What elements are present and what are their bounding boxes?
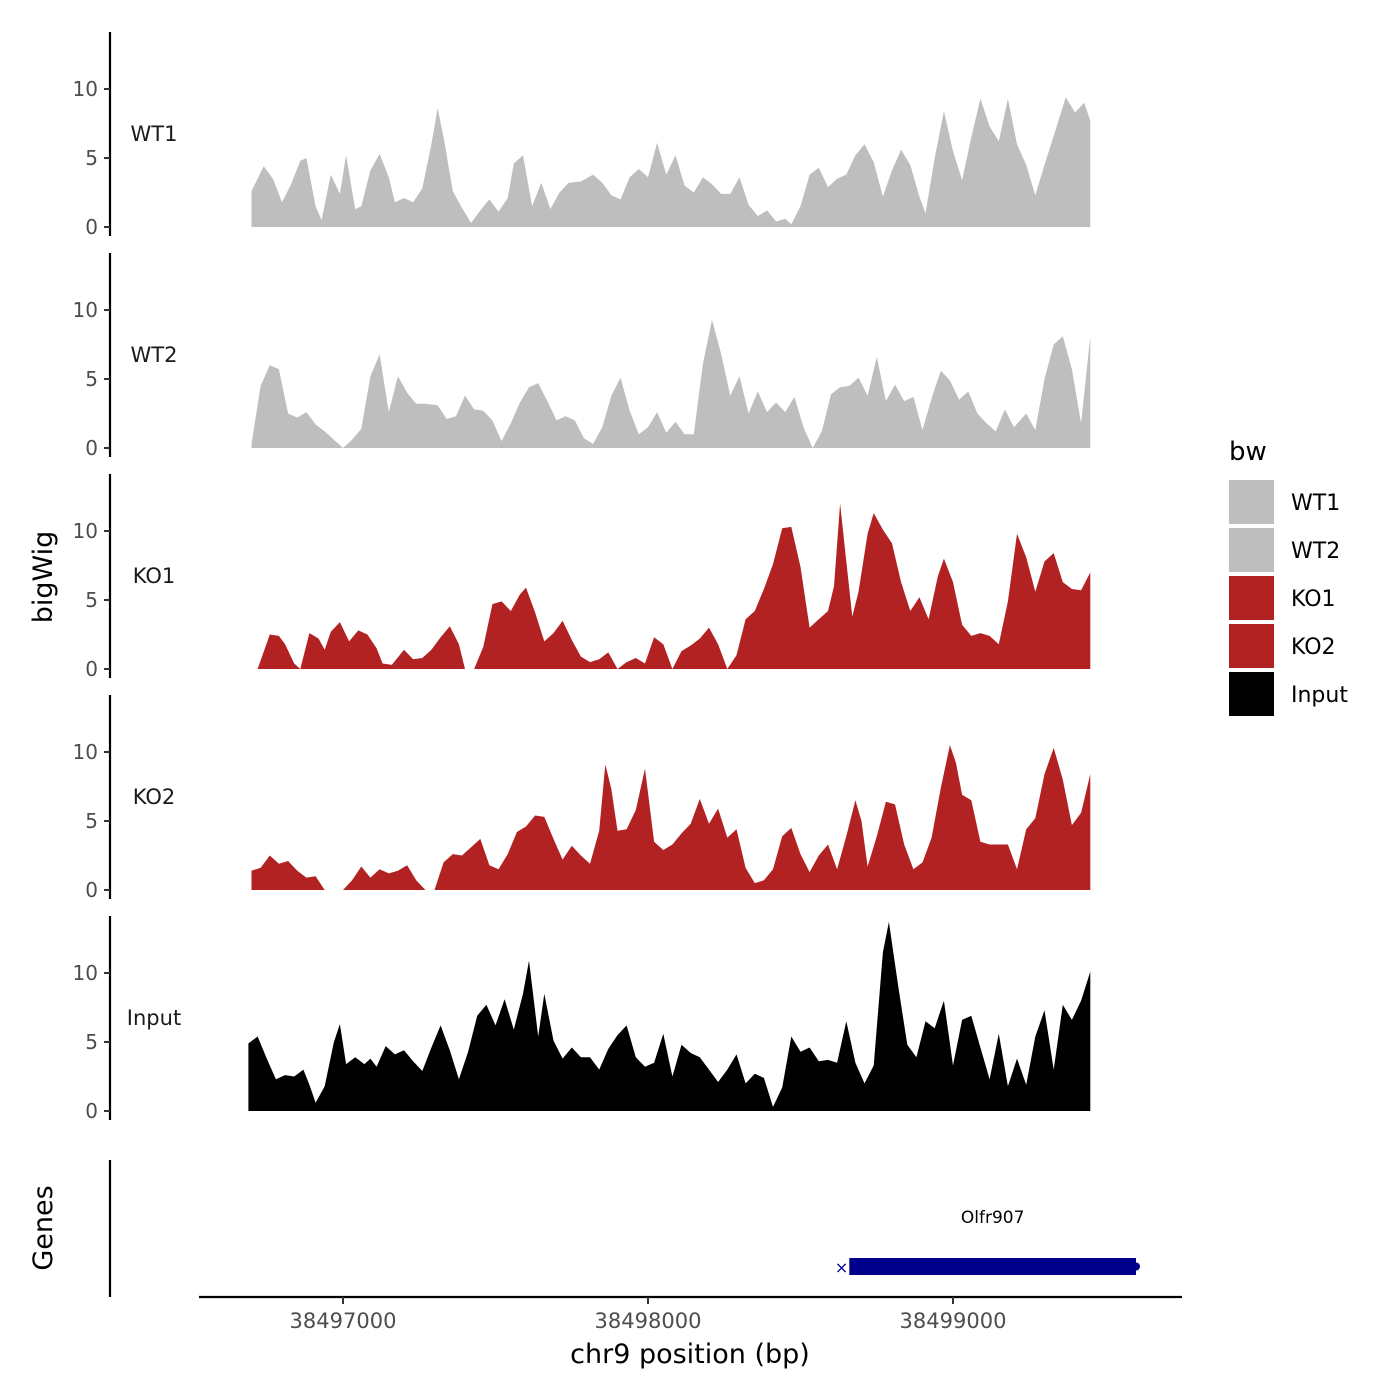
y-tick-label: 5 <box>85 367 98 391</box>
x-axis: 38497000 38498000 38499000 <box>199 1295 1182 1333</box>
legend-label-input: Input <box>1291 683 1348 708</box>
legend-label-wt2: WT2 <box>1291 539 1340 564</box>
gene-strand-marker: × <box>835 1258 848 1277</box>
y-tick-label: 5 <box>85 809 98 833</box>
area-ko1 <box>257 503 1091 669</box>
track-label: WT1 <box>131 122 178 146</box>
y-tick-label: 5 <box>85 588 98 612</box>
genes-panel: × Olfr907 <box>108 1160 1140 1297</box>
y-axis-title: bigWig <box>28 531 59 624</box>
genes-axis-title: Genes <box>28 1185 59 1270</box>
track-input: 0 5 10 Input <box>73 916 1091 1123</box>
area-input <box>248 921 1091 1111</box>
area-ko2 <box>251 745 1091 890</box>
track-label: WT2 <box>131 343 178 367</box>
legend-key-wt1 <box>1229 480 1274 524</box>
gene-body <box>849 1258 1136 1275</box>
area-wt1 <box>251 97 1091 227</box>
track-label: Input <box>127 1006 181 1030</box>
legend-key-ko1 <box>1229 576 1274 620</box>
legend: bw WT1 WT2 KO1 KO2 Input <box>1229 437 1348 716</box>
y-tick-label: 0 <box>85 215 98 239</box>
legend-key-ko2 <box>1229 624 1274 668</box>
legend-label-ko1: KO1 <box>1291 587 1336 612</box>
track-label: KO2 <box>133 785 176 809</box>
gene-end-marker <box>1132 1262 1140 1271</box>
y-tick-label: 5 <box>85 146 98 170</box>
y-tick-label: 10 <box>73 298 98 322</box>
tracks-layer: 0 5 10 WT1 0 5 10 WT2 0 5 10 KO1 0 5 10 KO2 0 5 10 Input <box>73 32 1091 1123</box>
y-tick-label: 0 <box>85 878 98 902</box>
gene-label: Olfr907 <box>961 1208 1025 1228</box>
y-tick-label: 0 <box>85 436 98 460</box>
track-wt1: 0 5 10 WT1 <box>73 32 1091 239</box>
legend-label-wt1: WT1 <box>1291 491 1340 516</box>
area-wt2 <box>251 319 1091 448</box>
y-tick-label: 0 <box>85 1099 98 1123</box>
y-tick-label: 10 <box>73 740 98 764</box>
legend-key-wt2 <box>1229 528 1274 572</box>
legend-title: bw <box>1229 437 1267 467</box>
y-tick-label: 10 <box>73 961 98 985</box>
x-tick-label: 38497000 <box>290 1309 397 1333</box>
legend-key-input <box>1229 672 1274 716</box>
y-tick-label: 5 <box>85 1030 98 1054</box>
track-wt2: 0 5 10 WT2 <box>73 253 1091 460</box>
track-ko2: 0 5 10 KO2 <box>73 695 1091 902</box>
y-tick-label: 10 <box>73 77 98 101</box>
legend-label-ko2: KO2 <box>1291 635 1336 660</box>
track-ko1: 0 5 10 KO1 <box>73 474 1091 681</box>
x-tick-label: 38499000 <box>900 1309 1007 1333</box>
y-tick-label: 0 <box>85 657 98 681</box>
y-tick-label: 10 <box>73 519 98 543</box>
track-label: KO1 <box>133 564 176 588</box>
x-axis-title: chr9 position (bp) <box>570 1339 810 1370</box>
x-tick-label: 38498000 <box>595 1309 702 1333</box>
